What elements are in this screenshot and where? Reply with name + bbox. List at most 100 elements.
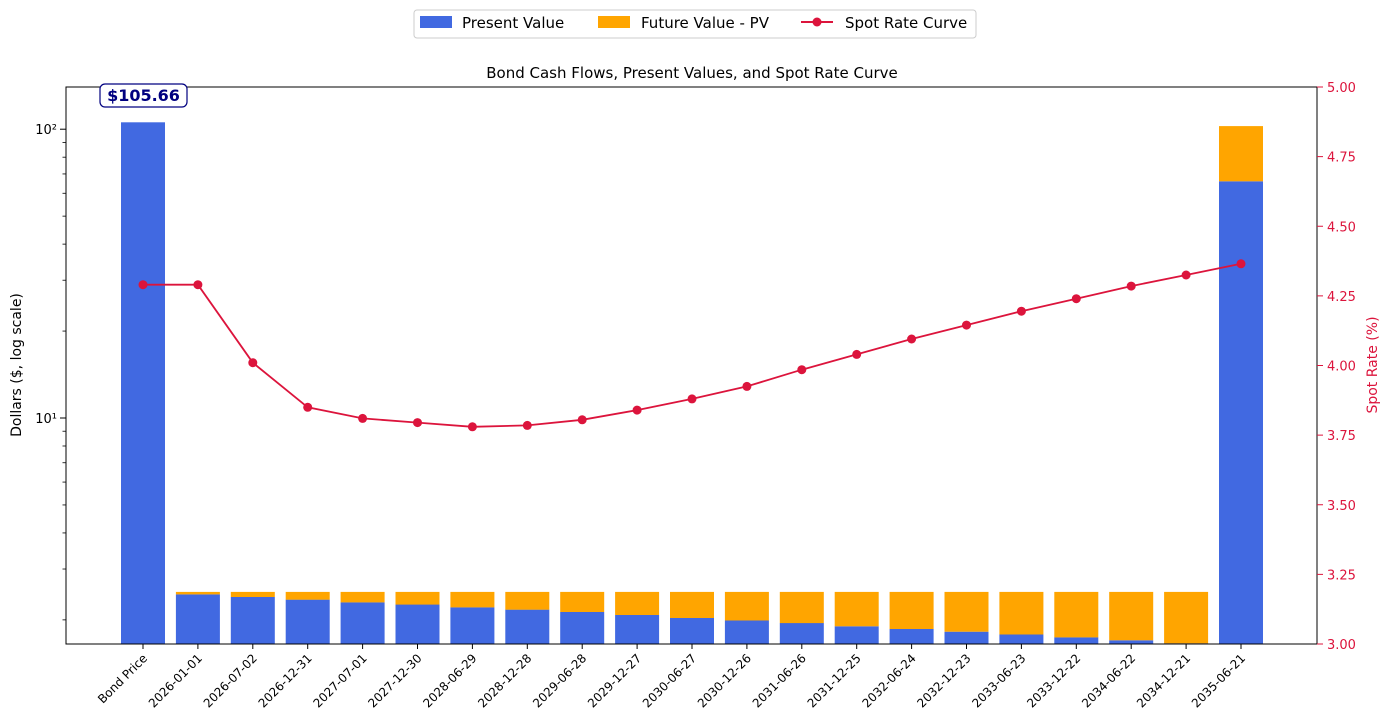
legend-frame [413,9,977,39]
spot-rate-point [467,422,477,432]
spot-rate-point [1071,294,1081,304]
bar-present-value [1109,640,1154,644]
x-tick-label: 2029-12-27 [585,651,644,710]
bar-future-minus-pv [450,591,495,608]
x-tick-label: 2030-06-27 [640,651,699,710]
spot-rate-layer [138,259,1246,432]
bar-present-value [724,620,769,644]
chart-title: Bond Cash Flows, Present Values, and Spo… [486,64,897,82]
bar-future-minus-pv [834,591,879,627]
bar-future-minus-pv [230,591,275,597]
bar-present-value [999,634,1044,644]
bar-future-minus-pv [560,591,605,612]
bar-future-minus-pv [944,591,989,632]
y2-tick-label: 3.50 [1327,499,1356,514]
y2-axis-label: Spot Rate (%) [1365,316,1381,413]
bar-future-minus-pv [340,591,385,603]
spot-rate-point [632,405,642,415]
x-tick-label: 2026-07-02 [201,651,260,710]
y-tick-label: 10¹ [35,412,57,427]
legend-label-future-minus-pv: Future Value - PV [641,14,770,32]
legend-label-spot-rate: Spot Rate Curve [845,14,967,32]
bar-present-value [230,597,275,644]
spot-rate-point [852,349,862,359]
spot-rate-point [193,280,203,290]
bar-present-value [450,607,495,644]
spot-rate-point [1236,259,1246,269]
x-tick-label: 2030-12-26 [695,651,754,710]
x-tick-label: 2028-06-29 [420,651,479,710]
spot-rate-point [962,320,971,330]
spot-rate-point [797,365,807,375]
y-tick-label: 10² [35,123,57,138]
x-tick-label: 2034-12-21 [1134,651,1193,710]
legend-swatch-present-value [420,16,452,28]
spot-rate-point [687,394,697,404]
bar-present-value [615,615,660,644]
legend-label-present-value: Present Value [462,14,564,32]
bar-present-value [121,122,165,645]
bar-present-value [340,602,385,644]
bar-future-minus-pv [889,591,934,629]
spot-rate-point [742,381,752,391]
legend-marker-spot-rate [812,17,822,27]
bar-present-value [285,599,330,644]
spot-rate-point [248,358,258,368]
spot-rate-point [1016,306,1026,316]
bar-present-value [779,623,824,644]
price-annotation-box [99,83,188,108]
spot-rate-point [907,334,917,344]
bar-future-minus-pv [1164,591,1209,644]
x-tick-label: 2028-12-28 [475,651,534,710]
bar-future-minus-pv [724,591,769,621]
bar-future-minus-pv [615,591,660,615]
x-axis: Bond Price2026-01-012026-07-022026-12-31… [95,644,1248,710]
bar-future-minus-pv [779,591,824,624]
y2-tick-label: 3.75 [1327,429,1356,444]
y2-tick-label: 4.00 [1327,360,1356,375]
y2-tick-label: 3.00 [1327,638,1356,653]
x-tick-label: 2026-12-31 [256,651,315,710]
spot-rate-point [577,415,587,425]
bar-present-value [670,618,714,644]
spot-rate-point [358,413,368,423]
x-tick-label: 2033-06-23 [969,651,1028,710]
y2-tick-label: 3.25 [1327,568,1356,583]
y2-tick-label: 4.75 [1327,151,1356,166]
spot-rate-point [522,420,532,430]
spot-rate-point [413,418,422,428]
bar-present-value [889,629,934,644]
bar-future-minus-pv [670,591,714,618]
bar-future-minus-pv [505,591,550,610]
x-tick-label: 2031-12-25 [805,651,864,710]
spot-rate-point [1126,281,1136,291]
bar-present-value [175,594,220,644]
bars-layer [121,122,1263,645]
bar-present-value [1219,181,1263,645]
bar-future-minus-pv [999,591,1044,635]
x-tick-label: 2032-06-24 [860,651,919,710]
y2-tick-label: 4.50 [1327,220,1356,235]
bar-present-value [395,604,440,644]
bar-future-minus-pv [1054,591,1099,638]
bar-present-value [505,609,550,644]
x-tick-label: 2032-12-23 [914,651,973,710]
bar-future-minus-pv [285,591,330,600]
price-annotation: $105.66 [99,83,188,108]
x-tick-label: 2029-06-28 [530,651,589,710]
bar-future-minus-pv [1109,591,1154,641]
legend: Present Value Future Value - PV Spot Rat… [413,9,977,39]
y-axis-right: 3.00 3.25 3.50 3.75 4.00 4.25 4.50 4.75 5.00 [1317,81,1356,653]
x-tick-label: 2027-07-01 [311,651,370,710]
legend-swatch-future-minus-pv [598,16,630,28]
y2-tick-label: 4.25 [1327,290,1356,305]
x-tick-label: 2026-01-01 [146,651,205,710]
x-tick-label: 2035-06-21 [1189,651,1248,710]
y2-tick-label: 5.00 [1327,81,1356,96]
spot-rate-point [138,280,148,290]
spot-rate-point [1181,270,1191,280]
bar-present-value [944,631,989,644]
y-axis-label: Dollars ($, log scale) [9,293,25,437]
bar-future-minus-pv [395,591,440,605]
